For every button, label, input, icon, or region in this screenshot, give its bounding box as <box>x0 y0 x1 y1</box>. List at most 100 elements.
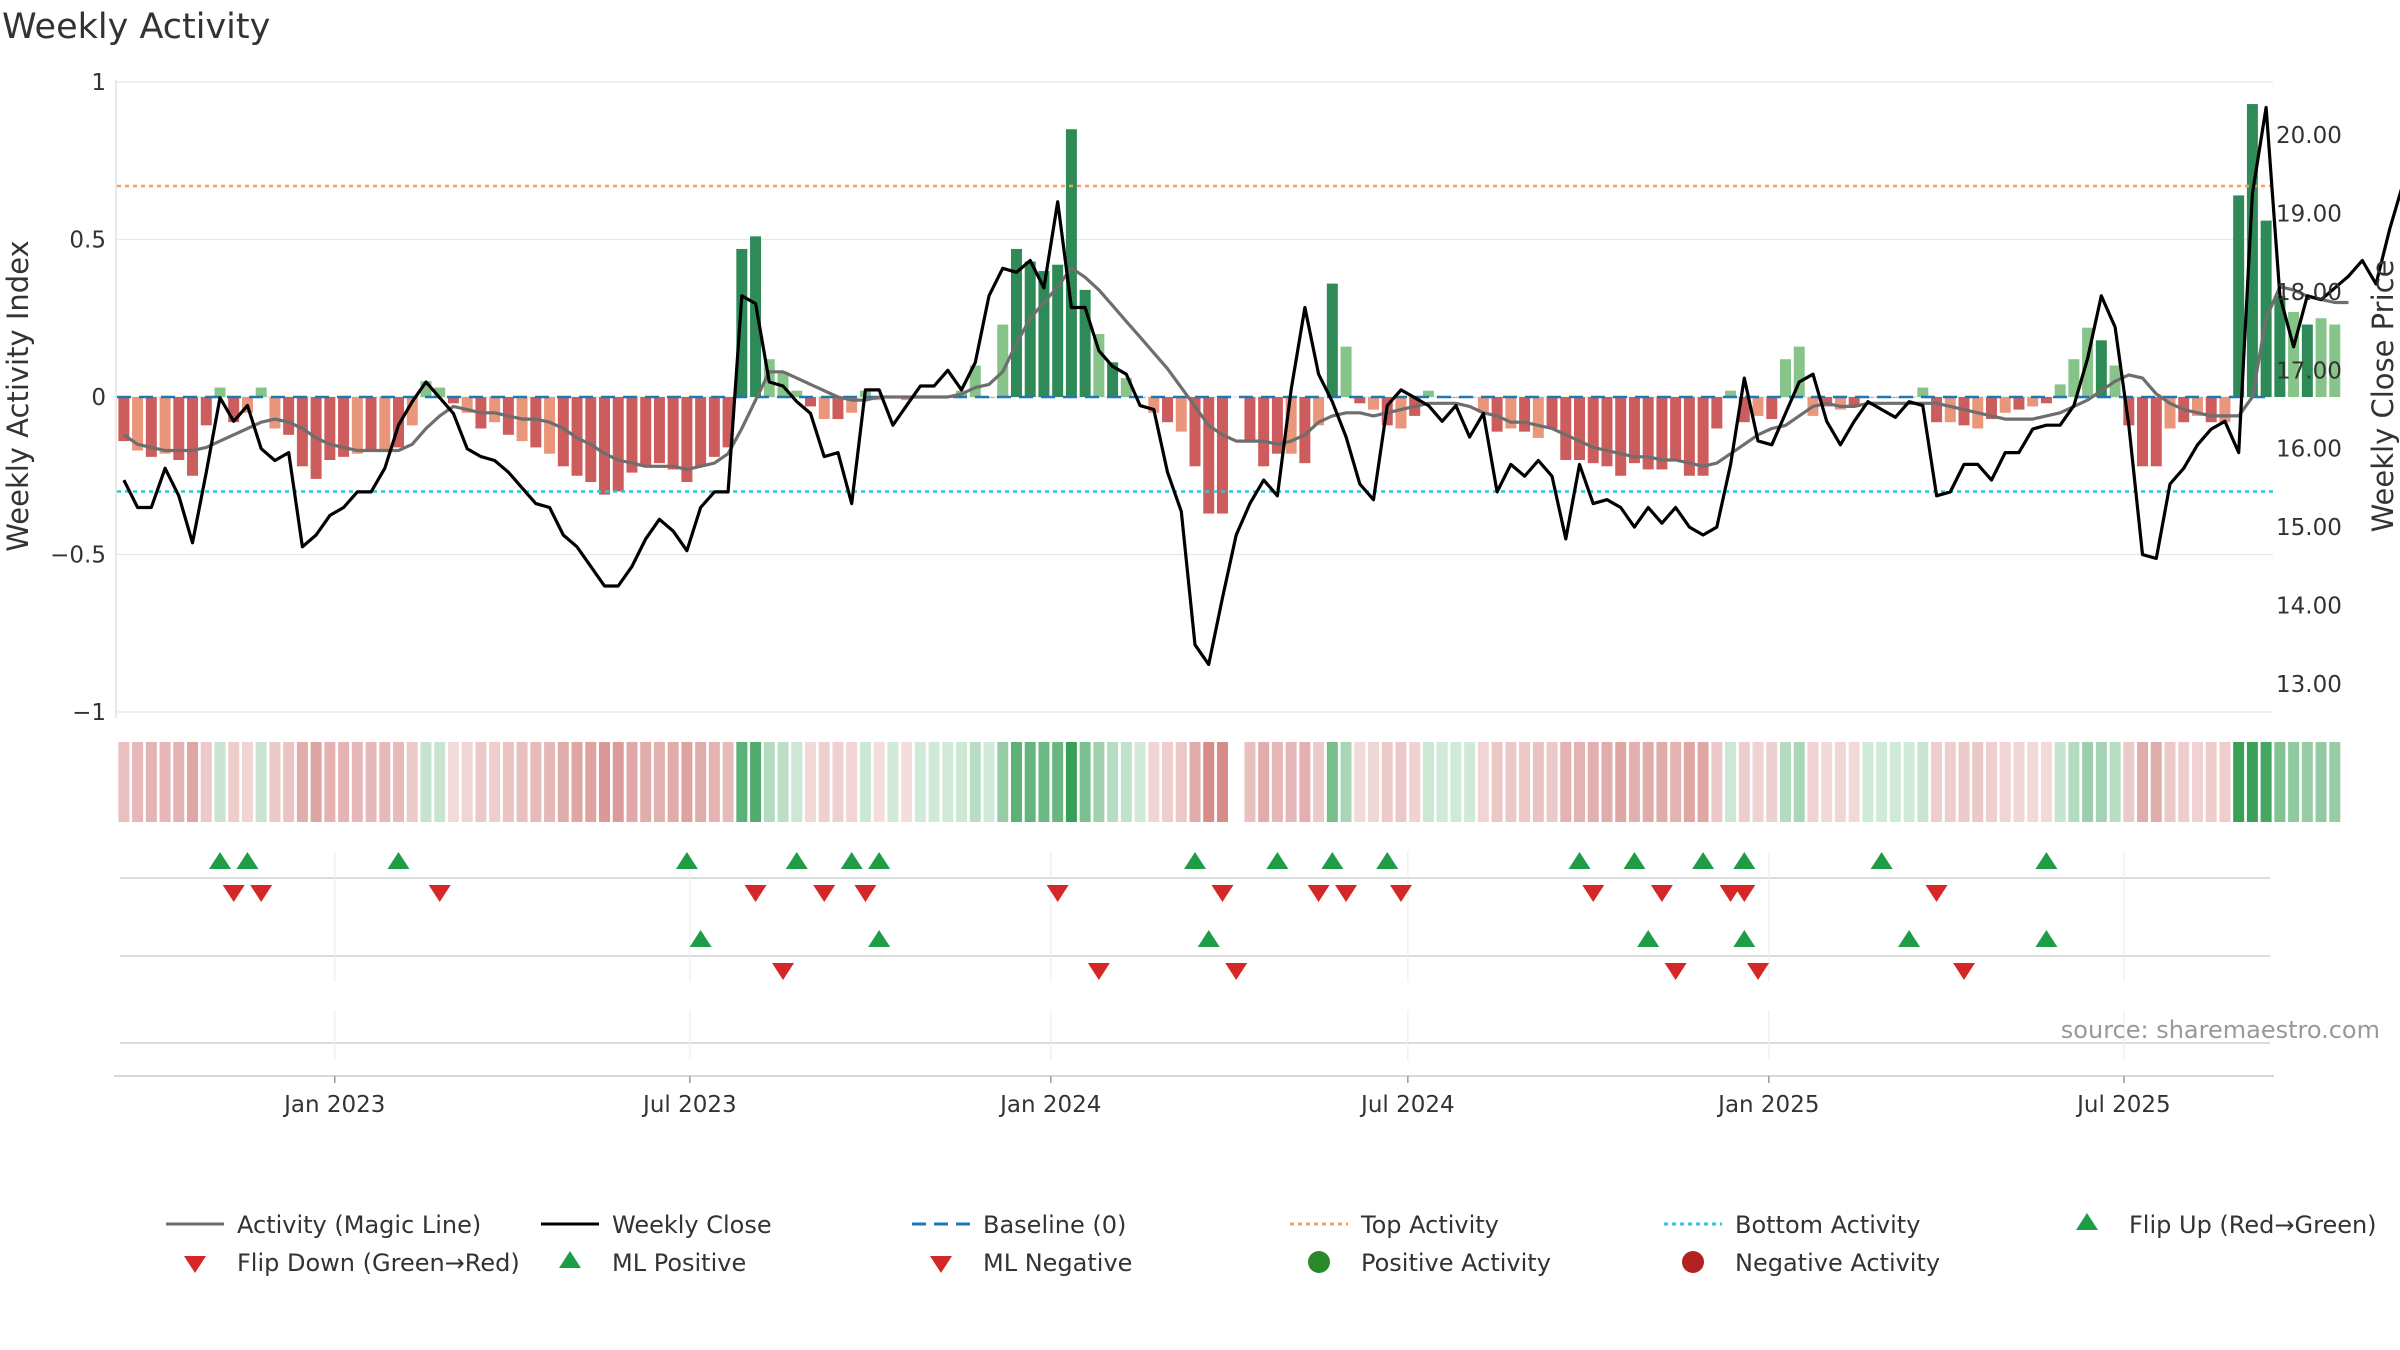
heat-cell <box>1917 742 1929 822</box>
heat-cell <box>214 742 226 822</box>
heat-cell <box>1326 742 1338 822</box>
flip-down-marker <box>1389 885 1412 902</box>
magic-line-series <box>122 266 2349 471</box>
heat-cell <box>2123 742 2135 822</box>
heat-cell <box>2191 742 2203 822</box>
flip-up-marker <box>840 852 863 869</box>
legend-label: Top Activity <box>1360 1211 1499 1239</box>
activity-bar <box>434 387 446 397</box>
heat-cell <box>1010 742 1022 822</box>
flip-up-marker <box>675 852 698 869</box>
activity-bar <box>173 397 185 460</box>
activity-bar <box>1917 387 1929 397</box>
heat-cell <box>818 742 830 822</box>
legend-circle-icon <box>1682 1251 1704 1273</box>
heat-cell <box>296 742 308 822</box>
heat-cell <box>887 742 899 822</box>
heat-cell <box>1464 742 1476 822</box>
activity-bar <box>406 397 418 426</box>
heat-cell <box>1422 742 1434 822</box>
flip-down-marker <box>813 885 836 902</box>
y-tick-label: 0.5 <box>69 228 106 254</box>
activity-bar <box>997 324 1009 397</box>
activity-bar <box>1931 397 1943 423</box>
legend-label: Baseline (0) <box>983 1211 1126 1239</box>
activity-bar <box>1354 397 1366 404</box>
heat-cell <box>1628 742 1640 822</box>
heat-cell <box>1216 742 1228 822</box>
activity-bar <box>599 397 610 495</box>
flip-up-marker <box>1266 852 1289 869</box>
activity-bar <box>1024 261 1036 397</box>
flip-up-marker <box>785 852 808 869</box>
heat-cell <box>750 742 762 822</box>
heat-cell <box>187 742 199 822</box>
heat-cell <box>1065 742 1077 822</box>
activity-bar <box>1175 397 1187 432</box>
heat-cell <box>1519 742 1531 822</box>
heat-cell <box>640 742 652 822</box>
activity-bar <box>338 397 350 457</box>
activity-bar <box>1574 397 1586 460</box>
activity-bar <box>1738 397 1750 423</box>
heat-cell <box>571 742 583 822</box>
flip-up-marker <box>1321 852 1344 869</box>
activity-bar <box>118 397 130 442</box>
heat-cell <box>942 742 954 822</box>
heat-cell <box>1175 742 1187 822</box>
activity-bar <box>969 365 981 397</box>
heat-cell <box>1107 742 1119 822</box>
activity-bar <box>1450 397 1462 398</box>
x-tick-label: Jul 2023 <box>641 1092 737 1118</box>
activity-bar <box>736 248 748 397</box>
heat-cell <box>1656 742 1668 822</box>
legend-item: Negative Activity <box>1682 1249 1940 1277</box>
y2-tick-label: 15.00 <box>2276 515 2342 541</box>
activity-bar <box>1587 397 1599 464</box>
flip-up-marker <box>387 852 410 869</box>
activity-bar <box>2095 340 2107 397</box>
heat-cell <box>1711 742 1723 822</box>
flip-down-marker <box>1307 885 1330 902</box>
heat-cell <box>1450 742 1462 822</box>
activity-bar <box>804 397 816 407</box>
heat-cell <box>2095 742 2107 822</box>
legend-triangle-down-icon <box>930 1256 952 1273</box>
ml-positive-marker <box>868 930 891 947</box>
ml-positive-marker <box>1898 930 1921 947</box>
activity-bar <box>1628 397 1640 464</box>
heat-cell <box>2027 742 2039 822</box>
flip-up-marker <box>1733 852 1756 869</box>
activity-bar <box>1766 397 1778 420</box>
legend-item: ML Positive <box>559 1249 746 1277</box>
activity-bar <box>1010 248 1022 397</box>
activity-bar <box>1120 378 1132 397</box>
flip-up-marker <box>2035 852 2058 869</box>
flip-down-marker <box>250 885 273 902</box>
y2-tick-label: 19.00 <box>2276 201 2342 227</box>
heat-cell <box>1134 742 1146 822</box>
heat-cell <box>338 742 350 822</box>
activity-bar <box>2288 311 2300 397</box>
heat-cell <box>2082 742 2094 822</box>
ml-positive-marker <box>689 930 712 947</box>
activity-bar <box>1313 397 1325 426</box>
ml-positive-marker <box>1637 930 1660 947</box>
heat-cell <box>1587 742 1599 822</box>
heat-cell <box>969 742 981 822</box>
heat-cell <box>310 742 322 822</box>
activity-bar <box>1834 397 1846 410</box>
heat-cell <box>1505 742 1517 822</box>
flip-up-marker <box>1870 852 1893 869</box>
legend-label: Bottom Activity <box>1735 1211 1920 1239</box>
heat-cell <box>983 742 995 822</box>
heat-cell <box>1148 742 1160 822</box>
activity-bar <box>750 236 762 397</box>
heat-cell <box>791 742 803 822</box>
heat-cell <box>653 742 665 822</box>
activity-bar <box>2219 397 2231 423</box>
y2-tick-label: 17.00 <box>2276 358 2342 384</box>
activity-bar <box>269 397 281 429</box>
heat-cell <box>324 742 336 822</box>
heat-cell <box>1189 742 1201 822</box>
